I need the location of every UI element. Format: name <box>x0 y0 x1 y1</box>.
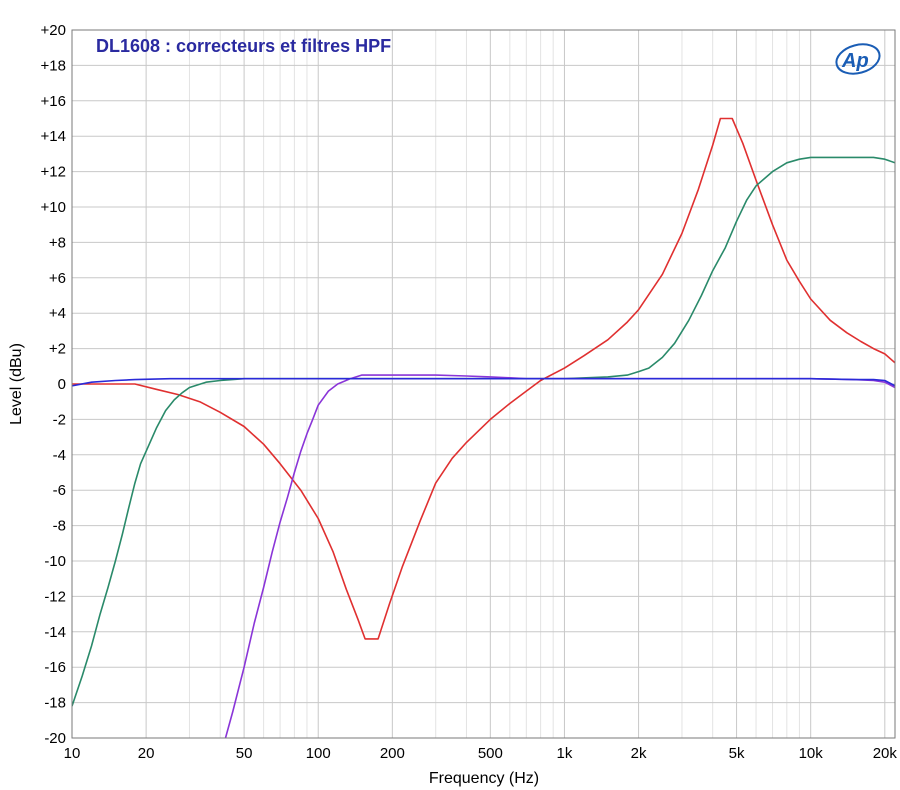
y-tick-label: -6 <box>53 482 66 499</box>
y-tick-label: +6 <box>49 270 66 287</box>
chart-title: DL1608 : correcteurs et filtres HPF <box>96 36 391 56</box>
y-tick-label: -12 <box>44 588 66 605</box>
y-tick-label: -10 <box>44 553 66 570</box>
x-tick-label: 50 <box>236 745 253 762</box>
y-tick-label: +4 <box>49 305 66 322</box>
grid <box>71 29 895 739</box>
y-tick-label: +12 <box>41 164 66 181</box>
y-tick-label: -16 <box>44 659 66 676</box>
x-tick-label: 20k <box>873 745 898 762</box>
y-tick-label: +8 <box>49 234 66 251</box>
y-tick-label: +2 <box>49 341 66 358</box>
x-tick-label: 100 <box>306 745 331 762</box>
series-line-1 <box>72 117 895 640</box>
x-tick-label: 1k <box>557 745 573 762</box>
y-tick-label: -4 <box>53 447 66 464</box>
y-tick-label: +16 <box>41 93 66 110</box>
y-tick-label: 0 <box>58 376 66 393</box>
y-tick-label: -2 <box>53 411 66 428</box>
x-tick-labels: 10 20 50 100 200 500 1k 2k 5k 10k 20k <box>64 745 898 762</box>
x-axis-label: Frequency (Hz) <box>429 770 539 787</box>
ap-logo: Ap <box>835 43 881 75</box>
y-tick-label: +14 <box>41 128 66 145</box>
plot-frame <box>71 29 896 739</box>
y-tick-label: -18 <box>44 695 66 712</box>
y-tick-label: +10 <box>41 199 66 216</box>
y-tick-label: -8 <box>53 518 66 535</box>
series-line-3 <box>224 374 895 738</box>
x-tick-label: 10 <box>64 745 81 762</box>
ap-logo-text: Ap <box>841 50 869 72</box>
y-axis-label: Level (dBu) <box>8 343 25 425</box>
x-tick-label: 2k <box>631 745 647 762</box>
x-tick-label: 500 <box>478 745 503 762</box>
y-tick-label: +20 <box>41 22 66 39</box>
series-lines <box>72 117 895 738</box>
series-line-4 <box>72 377 895 387</box>
y-tick-labels: +20+18+16+14+12+10+8+6+4+20-2-4-6-8-10-1… <box>41 22 66 747</box>
y-tick-label: -14 <box>44 624 66 641</box>
x-tick-label: 200 <box>380 745 405 762</box>
y-tick-label: -20 <box>44 730 66 747</box>
series-line-2 <box>72 156 895 707</box>
y-tick-label: +18 <box>41 57 66 74</box>
x-tick-label: 5k <box>729 745 745 762</box>
x-tick-label: 10k <box>799 745 824 762</box>
x-tick-label: 20 <box>138 745 155 762</box>
